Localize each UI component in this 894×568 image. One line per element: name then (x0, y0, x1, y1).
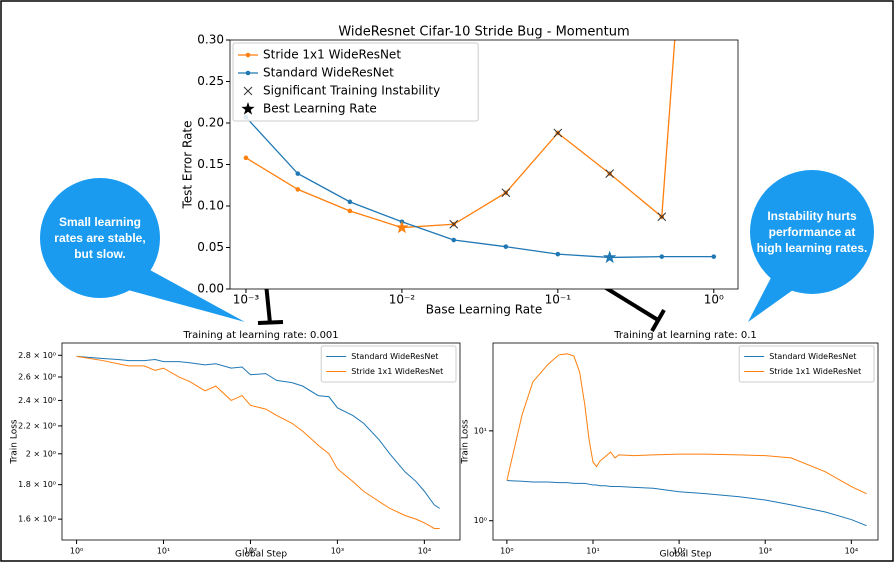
y-axis-label: Train Loss (461, 419, 471, 465)
y-tick-label: 0.15 (197, 157, 224, 171)
y-tick-label: 2.8 × 10⁰ (18, 351, 56, 360)
y-tick-label: 2.2 × 10⁰ (18, 421, 56, 430)
callout-bubble (750, 170, 874, 294)
point (503, 244, 509, 249)
x-tick-label: 10² (244, 547, 257, 556)
x-tick-label: 10³ (331, 547, 344, 556)
legend-box (232, 42, 479, 122)
x-tick-label: 10⁻² (389, 293, 416, 307)
legend-label: Stride 1x1 WideResNet (769, 367, 861, 376)
point (553, 128, 563, 138)
y-tick-label: 10⁰ (474, 516, 487, 525)
series-line (506, 480, 867, 527)
point (347, 199, 353, 205)
y-tick-label: 1.8 × 10⁰ (18, 480, 56, 489)
chart-title: Training at learning rate: 0.001 (182, 330, 338, 341)
plot (243, 40, 717, 264)
y-tick-label: 0.05 (197, 240, 224, 254)
point-stroke (553, 128, 563, 138)
legend-marker (241, 102, 255, 115)
x-tick-label: 10⁰ (500, 547, 513, 556)
x-tick-label: 10⁴ (845, 547, 858, 556)
x-tick-label: 10⁻³ (233, 293, 260, 307)
legend-box (738, 345, 875, 383)
x-tick-label: 10⁰ (704, 293, 724, 307)
point (295, 171, 301, 176)
x-axis-label: Global Step (659, 550, 711, 560)
x-axis-label: Global Step (235, 550, 287, 560)
point-stroke (605, 169, 615, 178)
series-line (245, 116, 714, 259)
plot (506, 353, 867, 527)
point (449, 219, 459, 229)
series-line (76, 355, 440, 529)
y-axis-label: Test Error Rate (181, 120, 195, 209)
x-tick-label: 10³ (759, 547, 772, 556)
point (347, 208, 353, 214)
x-tick-label: 10⁻¹ (545, 293, 572, 307)
plot-frame (61, 342, 461, 541)
legend-marker (245, 70, 251, 76)
point (605, 169, 615, 178)
y-axis-label: Train Loss (10, 419, 20, 465)
point (501, 188, 511, 198)
callout-tail (128, 270, 245, 322)
point (451, 237, 457, 243)
series-line (245, 40, 676, 229)
y-tick-label: 0.30 (197, 33, 224, 47)
point-stroke (243, 86, 253, 96)
legend-marker (245, 52, 251, 58)
callout-bubble (40, 178, 160, 298)
chart-title: Training at learning rate: 0.1 (613, 330, 757, 341)
legend-label: Standard WideResNet (769, 352, 856, 361)
point-stroke (501, 188, 511, 198)
legend-marker (243, 86, 253, 96)
y-tick-label: 0.25 (197, 74, 224, 88)
x-tick-label: 10¹ (157, 547, 170, 556)
legend-label: Stride 1x1 WideResNet (263, 48, 401, 62)
point (711, 254, 717, 259)
point-stroke (657, 212, 667, 222)
legend-label: Standard WideResNet (263, 66, 394, 80)
point (243, 155, 249, 161)
legend-label: Standard WideResNet (351, 352, 438, 361)
y-tick-label: 2.6 × 10⁰ (18, 372, 56, 381)
series-line (76, 355, 440, 509)
x-tick-label: 10² (672, 547, 685, 556)
point (659, 254, 665, 259)
plot-frame (492, 342, 879, 541)
y-tick-label: 2.4 × 10⁰ (18, 396, 56, 405)
series-line (506, 353, 867, 495)
point (657, 212, 667, 222)
point (603, 250, 617, 264)
point (295, 187, 301, 192)
point-stroke (449, 219, 459, 229)
y-tick-label: 2 × 10⁰ (26, 449, 56, 458)
y-tick-label: 0.00 (197, 282, 224, 296)
y-tick-label: 0.20 (197, 116, 224, 130)
x-tick-label: 10¹ (586, 547, 599, 556)
y-tick-label: 1.6 × 10⁰ (18, 515, 56, 524)
x-tick-label: 10⁰ (70, 547, 83, 556)
legend-label: Best Learning Rate (263, 102, 377, 116)
plot-frame (229, 39, 739, 290)
plot (76, 355, 440, 529)
legend-label: Stride 1x1 WideResNet (351, 367, 443, 376)
callout-text: Instability hurts performance at high le… (756, 209, 868, 255)
legend-label: Significant Training Instability (263, 84, 440, 98)
x-axis-label: Base Learning Rate (426, 303, 542, 317)
legend-box (320, 345, 457, 383)
x-tick-label: 10⁴ (418, 547, 431, 556)
y-tick-label: 10¹ (474, 426, 487, 435)
point (555, 251, 561, 257)
chart-title: WideResnet Cifar-10 Stride Bug - Momentu… (338, 25, 629, 40)
y-tick-label: 0.10 (197, 199, 224, 213)
callout-text: Small learning rates are stable, but slo… (54, 215, 146, 261)
point (395, 220, 409, 234)
